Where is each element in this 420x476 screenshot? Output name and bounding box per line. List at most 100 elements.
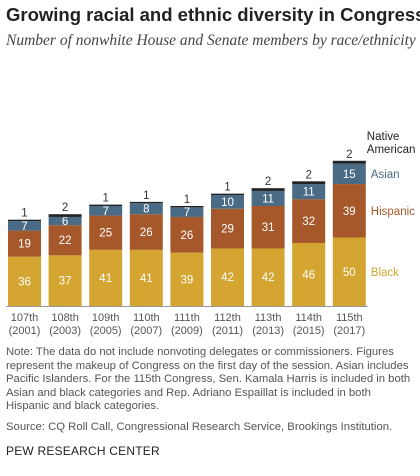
data-label: 2: [265, 176, 271, 188]
bar-black: [251, 248, 285, 306]
data-label: 42: [262, 272, 275, 284]
data-label: 26: [181, 230, 194, 242]
data-label: 1: [143, 190, 149, 202]
data-label: 1: [184, 194, 190, 206]
chart-note: Note: The data do not include nonvoting …: [6, 346, 411, 413]
data-label: 1: [224, 182, 230, 194]
bar-asian: [8, 221, 41, 231]
bar-black: [292, 242, 326, 306]
x-tick-label: 107th: [11, 312, 39, 324]
data-label: 15: [343, 169, 356, 181]
bar-black: [332, 237, 366, 306]
data-label: 41: [99, 273, 112, 285]
data-label: 19: [18, 239, 31, 251]
data-label: 7: [21, 221, 27, 233]
data-label: 37: [59, 276, 72, 288]
data-label: 26: [140, 227, 153, 239]
bar-asian: [89, 205, 123, 216]
data-label: 1: [21, 208, 27, 220]
data-label: 32: [302, 216, 315, 228]
bar-native-american: [292, 181, 326, 185]
bar-hispanic: [332, 184, 366, 238]
chart-subtitle: Number of nonwhite House and Senate memb…: [6, 32, 416, 49]
chart-title: Growing racial and ethnic diversity in C…: [6, 4, 420, 25]
bar-native-american: [332, 160, 366, 164]
data-label: 1: [102, 193, 108, 205]
bar-hispanic: [292, 199, 326, 243]
x-tick-label: 111th: [174, 312, 200, 324]
bar-asian: [129, 203, 163, 215]
bar-native-american: [170, 205, 204, 208]
x-tick-label: 108th: [51, 312, 79, 324]
bar-asian: [48, 216, 82, 226]
chart-source: Source: CQ Roll Call, Congressional Rese…: [6, 421, 393, 433]
bar-black: [48, 255, 82, 306]
x-tick-label: 115th: [336, 312, 363, 324]
bar-native-american: [48, 214, 82, 217]
x-tick-label: (2005): [90, 325, 122, 337]
data-label: 39: [343, 206, 356, 218]
legend-label-asian: Asian: [371, 169, 400, 181]
bar-asian: [211, 195, 244, 209]
data-label: 50: [343, 267, 356, 279]
bar-hispanic: [48, 225, 82, 256]
bar-black: [170, 252, 204, 306]
x-tick-label: (2011): [212, 325, 243, 337]
x-tick-label: (2009): [171, 325, 203, 337]
data-label: 2: [62, 202, 68, 214]
data-label: 2: [346, 149, 352, 161]
bar-black: [211, 248, 244, 306]
bar-asian: [332, 163, 366, 185]
x-tick-label: (2017): [333, 325, 365, 337]
bar-hispanic: [89, 215, 123, 250]
bar-black: [129, 249, 163, 306]
bar-native-american: [251, 188, 285, 191]
x-tick-label: (2003): [49, 325, 81, 337]
data-label: 8: [143, 204, 149, 216]
bar-asian: [292, 184, 326, 200]
stacked-bar-chart: 361971107th(2001)372262108th(2003)412571…: [6, 131, 416, 337]
data-label: 2: [305, 169, 311, 181]
legend-label-black: Black: [371, 267, 399, 279]
x-tick-label: (2015): [293, 325, 325, 337]
legend-label-native-american: Native: [367, 131, 400, 143]
x-tick-label: 114th: [295, 312, 322, 324]
data-label: 36: [18, 276, 31, 288]
x-tick-label: 113th: [255, 312, 282, 324]
pew-research-center-logo: PEW RESEARCH CENTER: [6, 444, 160, 458]
x-tick-label: (2013): [252, 325, 284, 337]
bar-native-american: [211, 193, 244, 196]
data-label: 46: [302, 269, 315, 281]
data-label: 39: [181, 274, 194, 286]
x-tick-label: (2007): [130, 325, 162, 337]
data-label: 7: [102, 206, 108, 218]
bar-native-american: [8, 219, 41, 222]
bar-asian: [170, 207, 204, 217]
data-label: 25: [99, 228, 112, 240]
data-label: 29: [221, 224, 234, 236]
bar-hispanic: [170, 216, 204, 253]
data-label: 11: [303, 187, 315, 199]
data-label: 7: [184, 207, 190, 219]
x-tick-label: 109th: [92, 312, 120, 324]
bar-black: [8, 256, 41, 306]
bar-hispanic: [211, 208, 244, 249]
bar-asian: [251, 190, 285, 206]
bar-hispanic: [129, 214, 163, 250]
data-label: 42: [221, 272, 234, 284]
data-label: 6: [62, 216, 68, 228]
data-label: 41: [140, 273, 153, 285]
data-label: 31: [262, 222, 275, 234]
bar-native-american: [89, 204, 123, 206]
bar-black: [89, 249, 123, 306]
x-tick-label: (2001): [9, 325, 41, 337]
data-label: 22: [59, 235, 72, 247]
x-tick-label: 112th: [214, 312, 241, 324]
bar-native-american: [129, 201, 163, 204]
data-label: 11: [262, 193, 274, 205]
x-tick-label: 110th: [133, 312, 160, 324]
legend-label-native-american: American: [367, 144, 416, 156]
bar-hispanic: [251, 205, 285, 249]
data-label: 10: [221, 197, 234, 209]
bar-hispanic: [8, 230, 41, 257]
